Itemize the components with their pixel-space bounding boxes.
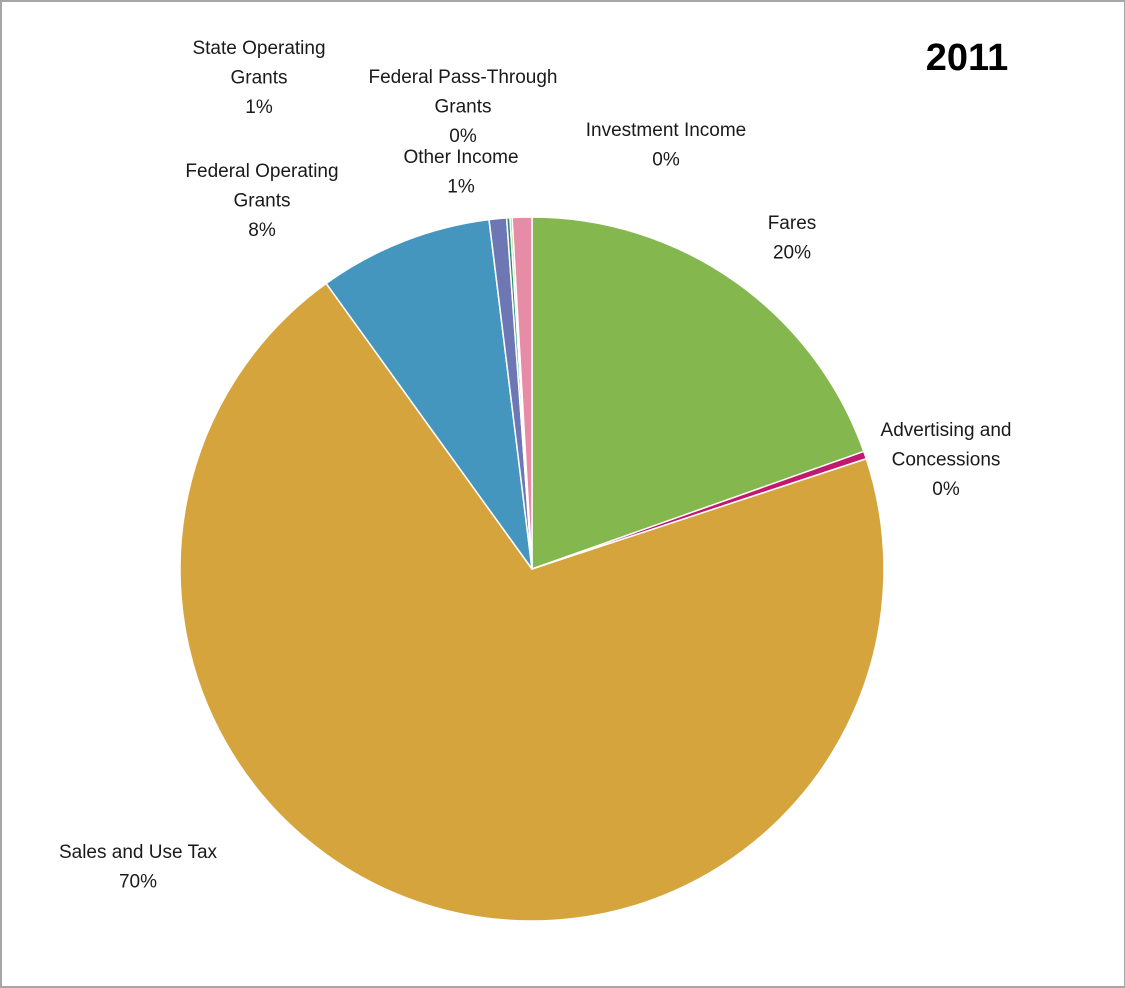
slice-label-investment-income: Investment Income 0% [586,120,747,171]
pie-slices [179,216,885,922]
slice-label-federal-pass-through-grants: Federal Pass-Through Grants 0% [368,67,557,147]
slice-label-sales-and-use-tax: Sales and Use Tax 70% [59,842,218,893]
pie-slice-federal-operating-grants [325,218,533,570]
pie-slice-other-income [511,216,533,570]
slice-label-other-income: Other Income 1% [403,147,518,198]
pie-slice-fares [531,216,865,570]
slice-label-federal-operating-grants: Federal Operating Grants 8% [185,161,338,241]
slice-label-state-operating-grants: State Operating Grants 1% [192,38,325,118]
chart-title: 2011 [926,37,1008,79]
pie-slice-sales-and-use-tax [179,282,885,922]
pie-labels: Fares 20% Advertising and Concessions 0% Sale… [59,38,1012,893]
slice-label-advertising-and-concessions: Advertising and Concessions 0% [881,420,1012,500]
slice-label-fares: Fares 20% [768,213,817,264]
